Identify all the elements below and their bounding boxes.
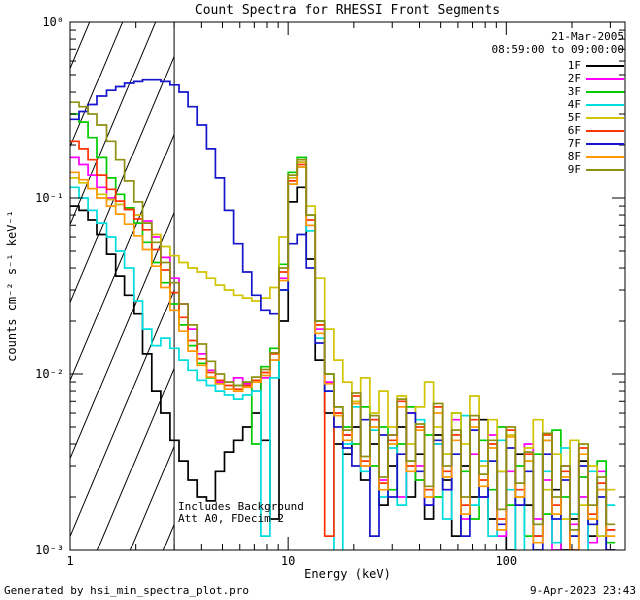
legend-label: 5F [567,111,581,124]
legend-entry-5F: 5F [568,111,624,124]
legend-color-line [586,103,624,106]
y-tick-label: 10⁰ [42,15,64,29]
x-tick-label: 10 [281,554,295,568]
legend-entry-4F: 4F [568,98,624,111]
legend-label: 6F [567,124,581,137]
y-tick-labels: 10⁻³ 10⁻² 10⁻¹ 10⁰ [35,15,64,557]
legend-entry-7F: 7F [568,137,624,150]
observation-time-range: 08:59:00 to 09:00:00 [491,43,624,56]
legend-color-line [586,129,624,132]
x-tick-label: 1 [66,554,73,568]
generated-by-text: Generated by hsi_min_spectra_plot.pro [4,584,250,597]
detector-legend: 1F 2F 3F 4F 5F 6F 7F 8F 9F [568,59,624,176]
series-curve-9F [70,101,616,531]
hatched-low-energy-region [70,22,175,550]
legend-entry-3F: 3F [568,85,624,98]
legend-label: 2F [567,72,581,85]
legend-entry-9F: 9F [568,163,624,176]
y-tick-label: 10⁻² [35,367,64,381]
plot-timestamp: 9-Apr-2023 23:43 [530,584,636,597]
series-curve-4F [70,166,616,550]
legend-color-line [586,64,624,67]
y-axis-label: counts cm⁻² s⁻¹ keV⁻¹ [5,210,19,362]
background-note: Includes Background [178,500,304,513]
y-tick-label: 10⁻¹ [35,191,64,205]
legend-color-line [586,77,624,80]
legend-color-line [586,90,624,93]
x-axis-label: Energy (keV) [304,567,391,581]
legend-entry-6F: 6F [568,124,624,137]
legend-label: 4F [567,98,581,111]
legend-label: 3F [567,85,581,98]
observation-date: 21-Mar-2005 [551,30,624,43]
spectra-curves [70,78,616,550]
legend-entry-2F: 2F [568,72,624,85]
legend-entry-8F: 8F [568,150,624,163]
legend-label: 9F [567,163,581,176]
legend-color-line [586,116,624,119]
legend-color-line [586,168,624,171]
y-tick-label: 10⁻³ [35,543,64,557]
legend-color-line [586,155,624,158]
x-tick-labels: 1 10 100 [66,554,517,568]
legend-label: 7F [567,137,581,150]
chart-title: Count Spectra for RHESSI Front Segments [194,3,501,18]
legend-label: 1F [567,59,581,72]
legend-entry-1F: 1F [568,59,624,72]
legend-label: 8F [567,150,581,163]
plot-frame [69,21,626,551]
axis-ticks [69,21,625,551]
x-tick-label: 100 [495,554,517,568]
legend-color-line [586,142,624,145]
attenuator-decimation-note: Att A0, FDecim 2 [178,512,284,525]
